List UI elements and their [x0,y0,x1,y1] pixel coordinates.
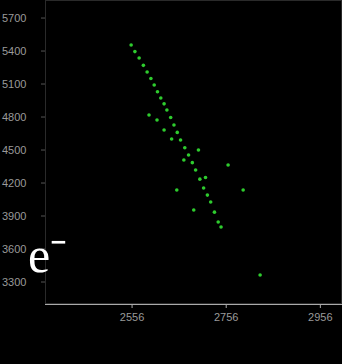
x-tick-label: 2556 [120,311,144,323]
y-tick [41,117,45,118]
annotation: e⁻ [28,227,67,283]
y-tick-label: 3600 [2,243,26,255]
background [0,0,342,364]
point [187,153,191,157]
point [165,108,169,112]
point [156,90,160,94]
point [155,118,159,122]
point [170,137,174,141]
point [209,200,213,204]
x-tick-label: 2756 [214,311,238,323]
point [179,138,183,142]
x-tick-label: 2956 [308,311,332,323]
y-tick [41,150,45,151]
point [216,220,220,224]
y-tick [41,18,45,19]
point [152,83,156,87]
x-tick [132,304,133,308]
y-tick-label: 3300 [2,276,26,288]
y-tick [41,84,45,85]
point [192,208,196,212]
point [149,77,153,81]
point [162,102,166,106]
point [133,50,137,54]
y-tick [41,51,45,52]
y-tick-label: 3900 [2,210,26,222]
points [129,43,262,277]
point [241,188,245,192]
point [162,128,166,132]
point [206,193,210,197]
y-tick-label: 4200 [2,177,26,189]
point [159,96,163,100]
point [191,161,195,165]
point [219,225,223,229]
plot-frame [46,1,342,304]
chart: 3300 3600 3900 4200 4500 4800 5100 5400 5700 2556… [0,0,342,364]
y-tick-label: 5100 [2,78,26,90]
y-tick-label: 5700 [2,12,26,24]
point [204,176,208,180]
point [194,168,198,172]
y-tick [41,216,45,217]
y-tick [41,183,45,184]
point [202,186,206,190]
point [175,131,179,135]
point [213,210,217,214]
point [175,188,179,192]
y-tick-label: 4500 [2,144,26,156]
point [169,116,173,120]
point [226,163,230,167]
point [183,146,187,150]
point [137,56,141,60]
point [182,158,186,162]
x-tick [226,304,227,308]
point [147,113,151,117]
y-tick-label: 5400 [2,45,26,57]
point [258,273,262,277]
point [172,123,176,127]
y-tick-label: 4800 [2,111,26,123]
point [129,43,133,47]
x-axis [45,304,342,305]
point [142,64,146,68]
x-tick [320,304,321,308]
point [145,70,149,74]
point [197,148,201,152]
point [198,177,202,181]
